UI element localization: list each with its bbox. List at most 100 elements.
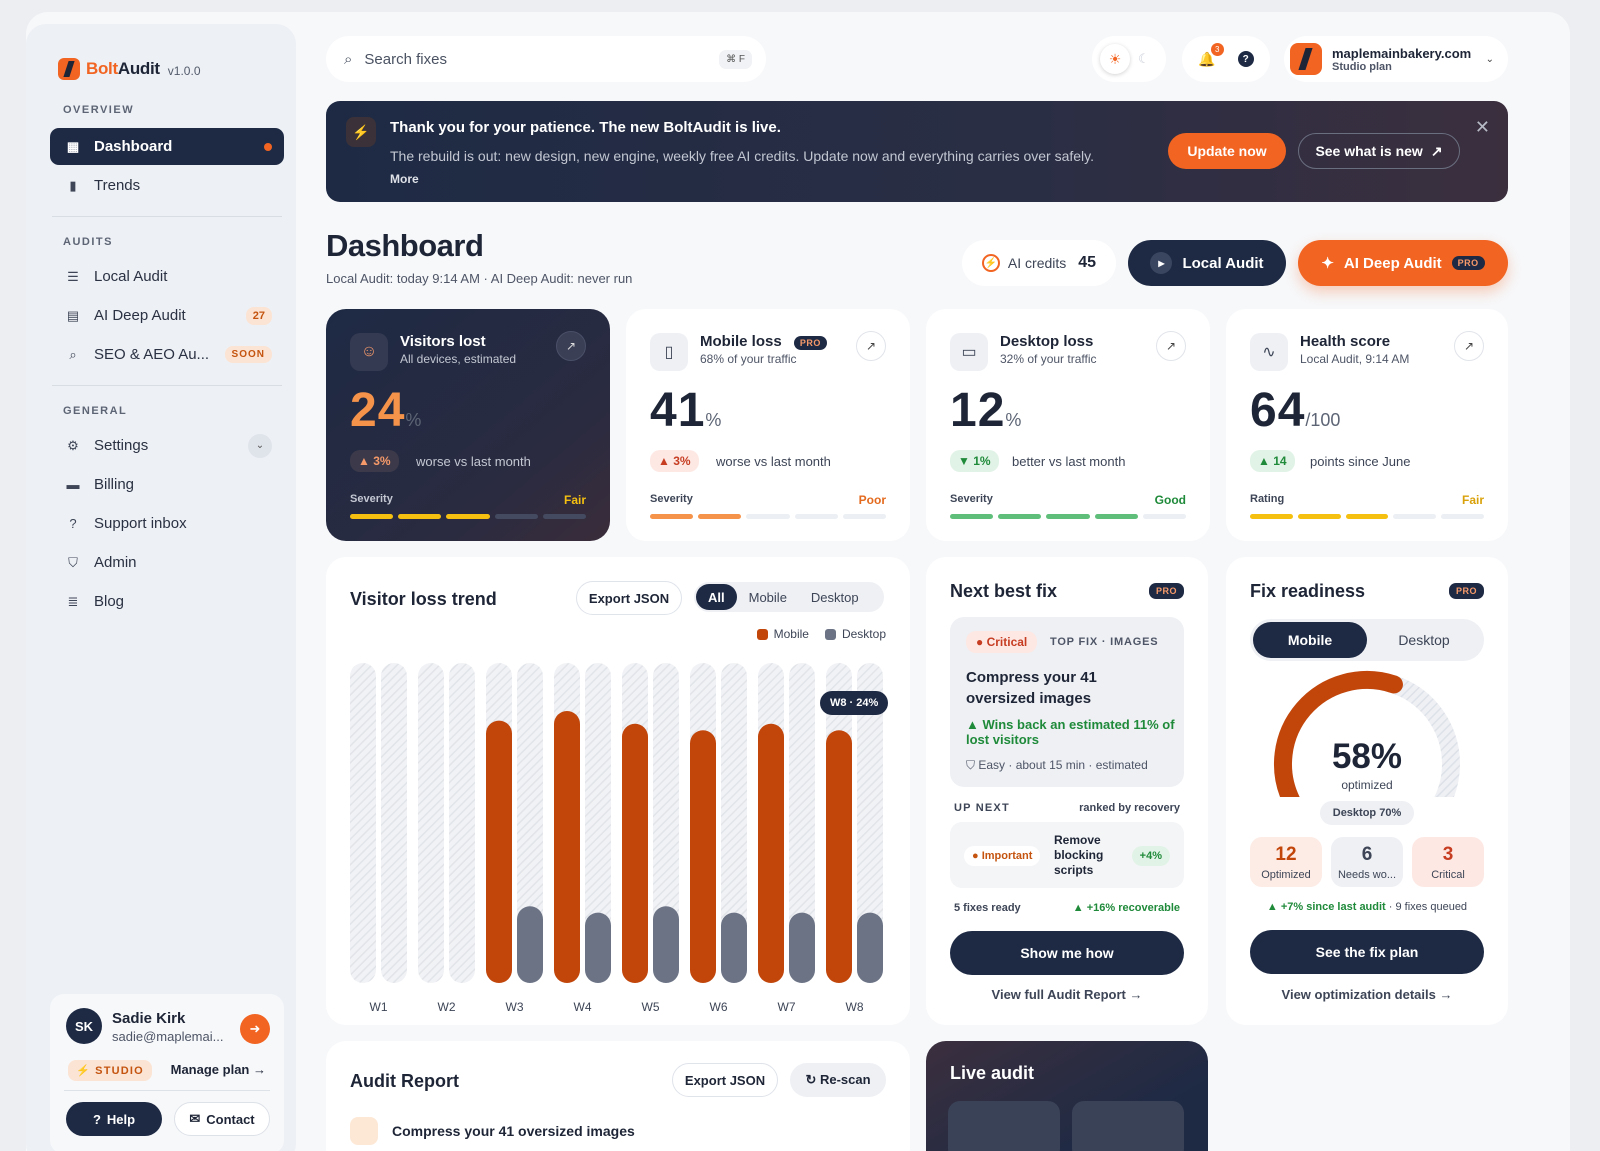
bar-desktop-w6[interactable]: [721, 912, 747, 983]
bolt-icon: ⚡: [346, 117, 376, 147]
bar-mobile-w3[interactable]: [486, 720, 512, 983]
shortcut-hint: ⌘ F: [719, 49, 752, 69]
live-tile: [948, 1101, 1060, 1151]
bar-track: [721, 663, 747, 983]
bar-mobile-w4[interactable]: [554, 711, 580, 983]
stat-card-mobile-loss[interactable]: ▯ Mobile loss PRO 68% of your traffic ↗ …: [626, 309, 910, 541]
severity-segment: [1046, 514, 1090, 519]
theme-toggle[interactable]: ☀ ☾: [1092, 36, 1166, 82]
x-tick-label: W5: [642, 1000, 660, 1014]
bar-mobile-w6[interactable]: [690, 730, 716, 983]
sidebar-item-trends[interactable]: ▮ Trends: [50, 167, 284, 204]
tab-all[interactable]: All: [696, 584, 737, 610]
sidebar-item-local-audit[interactable]: ☰ Local Audit: [67, 268, 168, 285]
show-me-how-button[interactable]: Show me how: [950, 931, 1184, 975]
open-arrow-icon[interactable]: ↗: [856, 331, 886, 361]
x-tick-label: W3: [506, 1000, 524, 1014]
tab-mobile[interactable]: Mobile: [748, 589, 787, 605]
more-link[interactable]: More: [390, 172, 419, 186]
legend-mobile: Mobile: [756, 627, 809, 641]
bar-desktop-w7[interactable]: [789, 912, 815, 983]
severity-segment: [350, 514, 394, 519]
severity-badge: ● Important: [964, 846, 1041, 866]
logo[interactable]: BoltAudit v1.0.0: [58, 58, 201, 80]
card-title: Audit Report: [350, 1071, 459, 1091]
severity-segment: [1345, 514, 1389, 519]
sidebar-item-dashboard[interactable]: ▦ Dashboard: [50, 128, 284, 165]
chevron-down-icon[interactable]: ⌄: [248, 433, 272, 458]
sidebar-item-billing[interactable]: ▬ Billing: [66, 476, 135, 493]
severity-segment: [542, 514, 587, 519]
account-switcher[interactable]: maplemainbakery.com Studio plan ⌄: [1284, 36, 1508, 82]
app-window: BoltAudit v1.0.0 OVERVIEW ▦ Dashboard ▮ …: [26, 12, 1570, 1151]
top-fix[interactable]: ● Critical TOP FIX · IMAGES Compress you…: [950, 617, 1184, 787]
stat-card-health-score[interactable]: ∿ Health score Local Audit, 9:14 AM ↗ 64…: [1226, 309, 1508, 541]
avatar[interactable]: SK: [66, 1008, 102, 1044]
change-badge: ▲ 3%: [650, 450, 699, 472]
run-ai-deep-audit-button[interactable]: ✦ AI Deep Audit PRO: [1298, 240, 1508, 286]
stat-value: 41%: [650, 384, 722, 437]
count-critical[interactable]: 3 Critical: [1412, 837, 1484, 887]
search-input[interactable]: ⌕ Search fixes ⌘ F: [326, 36, 766, 82]
report-item[interactable]: Compress your 41 oversized images: [350, 1117, 635, 1145]
help-icon[interactable]: ?: [1237, 51, 1254, 67]
server-icon: ☰: [67, 268, 79, 284]
bolt-logo-icon: [58, 58, 80, 80]
help-button[interactable]: ? Help: [66, 1102, 162, 1136]
stat-card-visitors-lost[interactable]: ☺ Visitors lost All devices, estimated ↗…: [326, 309, 610, 541]
bar-desktop-w5[interactable]: [653, 906, 679, 983]
bell-icon[interactable]: 🔔 3: [1198, 42, 1224, 68]
tab-desktop[interactable]: Desktop: [1398, 632, 1450, 648]
pro-badge: PRO: [1148, 583, 1184, 599]
open-arrow-icon[interactable]: ↗: [1156, 331, 1186, 361]
sidebar-item-support-inbox[interactable]: ? Support inbox: [50, 505, 284, 542]
pro-badge: PRO: [1448, 583, 1484, 599]
count-optimized[interactable]: 12 Optimized: [1250, 837, 1322, 887]
see-whats-new-button[interactable]: See what is new ↗: [1298, 133, 1460, 169]
ai-credits[interactable]: ⚡ AI credits 45: [962, 240, 1116, 286]
users-icon: ☺: [350, 333, 388, 371]
monitor-icon: ▭: [950, 333, 988, 371]
severity-segment: [1393, 514, 1437, 519]
app-version: v1.0.0: [167, 64, 201, 78]
bar-mobile-w8[interactable]: [826, 730, 852, 983]
severity-segment: [446, 514, 490, 519]
sidebar: BoltAudit v1.0.0 OVERVIEW ▦ Dashboard ▮ …: [26, 24, 296, 1151]
update-now-button[interactable]: Update now: [1168, 133, 1286, 169]
bar-mobile-w5[interactable]: [622, 723, 648, 983]
view-optimization-link[interactable]: View optimization details →: [1281, 987, 1453, 1002]
bar-mobile-w7[interactable]: [758, 723, 784, 983]
see-fix-plan-button[interactable]: See the fix plan: [1250, 930, 1484, 974]
bar-desktop-w8[interactable]: [857, 912, 883, 983]
count-needs-work[interactable]: 6 Needs wo...: [1331, 837, 1403, 887]
open-arrow-icon[interactable]: ↗: [556, 331, 586, 361]
export-json-button[interactable]: Export JSON: [672, 1063, 778, 1097]
run-local-audit-button[interactable]: ▶ Local Audit: [1128, 240, 1286, 286]
moon-icon[interactable]: ☾: [1138, 51, 1150, 66]
sun-icon[interactable]: ☀: [1100, 44, 1130, 74]
severity-meter: [650, 514, 887, 519]
severity-value: Good: [1154, 493, 1186, 507]
open-arrow-icon[interactable]: ↗: [1454, 331, 1484, 361]
sparkle-icon: ✦: [1321, 255, 1334, 272]
sidebar-item-ai-deep-audit[interactable]: ▤ AI Deep Audit 27: [50, 297, 284, 334]
bar-desktop-w4[interactable]: [585, 912, 611, 983]
bar-desktop-w3[interactable]: [517, 906, 543, 983]
manage-plan-link[interactable]: Manage plan →: [170, 1062, 266, 1077]
logout-icon[interactable]: ➜: [240, 1014, 270, 1044]
sidebar-item-settings[interactable]: ⚙ Settings ⌄: [50, 427, 284, 464]
up-next-item[interactable]: ● Important Remove blocking scripts +4%: [950, 822, 1184, 888]
bar-track: [585, 663, 611, 983]
contact-button[interactable]: ✉ Contact: [174, 1102, 270, 1136]
stat-card-desktop-loss[interactable]: ▭ Desktop loss 32% of your traffic ↗ 12%…: [926, 309, 1210, 541]
sidebar-item-seo-aeo[interactable]: ⌕ SEO & AEO Au... SOON: [50, 336, 284, 373]
rescan-button[interactable]: ↻ Re-scan: [790, 1063, 886, 1097]
sidebar-item-blog[interactable]: ≣ Blog: [67, 593, 125, 610]
tab-mobile[interactable]: Mobile: [1253, 622, 1367, 658]
sidebar-item-admin[interactable]: ⛉ Admin: [50, 544, 284, 581]
view-report-link[interactable]: View full Audit Report →: [991, 987, 1143, 1002]
tab-desktop[interactable]: Desktop: [810, 589, 859, 605]
close-icon[interactable]: ✕: [1474, 117, 1490, 137]
bolt-icon: ⚡: [981, 254, 1000, 272]
export-json-button[interactable]: Export JSON: [576, 581, 682, 615]
